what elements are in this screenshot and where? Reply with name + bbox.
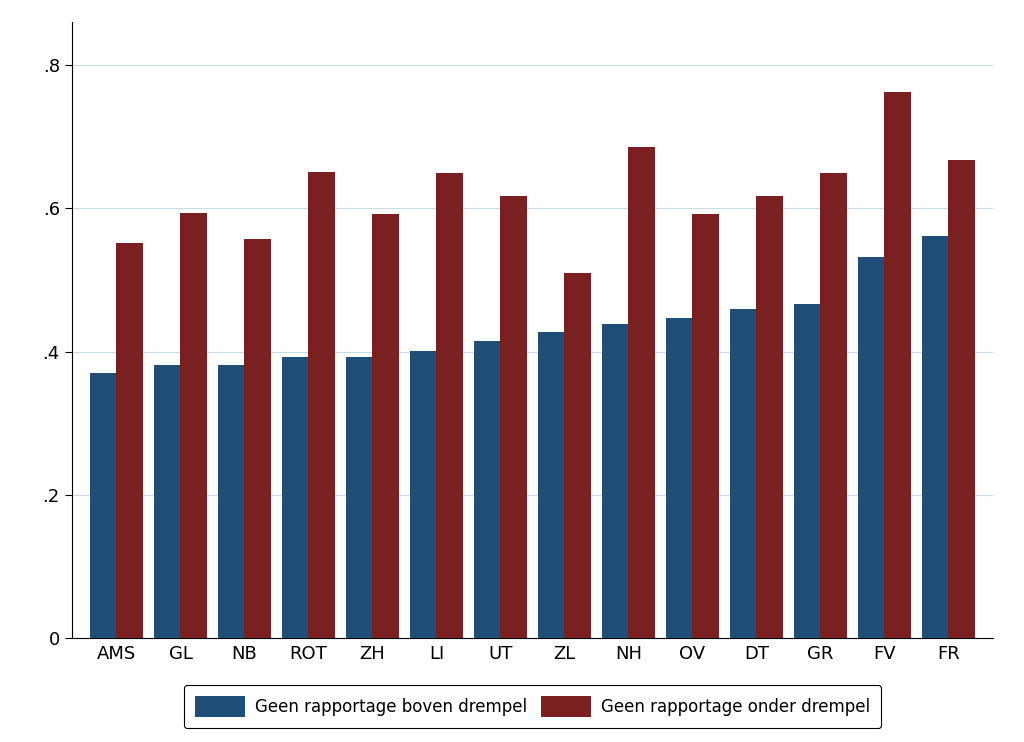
Bar [948,160,975,638]
Bar [180,214,207,638]
Bar [629,147,655,638]
Bar [885,92,911,638]
Bar [218,365,245,638]
Bar [436,174,463,638]
Bar [692,214,719,638]
Bar [308,172,336,638]
Bar [538,332,564,638]
Bar [501,197,527,638]
Bar [346,357,373,638]
Bar [602,324,629,638]
Bar [117,243,143,638]
Bar [473,341,501,638]
Bar [410,351,436,638]
Bar [820,174,848,638]
Bar [666,318,692,638]
Bar [282,357,308,638]
Bar [373,214,399,638]
Bar [90,373,117,638]
Bar [154,364,180,638]
Legend: Geen rapportage boven drempel, Geen rapportage onder drempel: Geen rapportage boven drempel, Geen rapp… [183,685,882,729]
Bar [794,304,820,638]
Bar [757,197,783,638]
Bar [729,309,757,638]
Bar [245,238,271,638]
Bar [857,257,885,638]
Bar [922,236,948,638]
Bar [564,273,592,638]
